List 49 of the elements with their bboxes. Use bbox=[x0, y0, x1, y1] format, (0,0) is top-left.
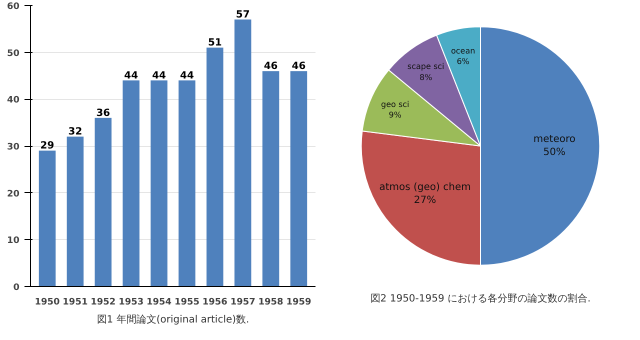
data-label: 44 bbox=[124, 70, 138, 82]
slice-label: atmos (geo) chem bbox=[379, 182, 471, 193]
x-tick-label: 1950 bbox=[34, 298, 60, 308]
x-tick-label: 1953 bbox=[118, 298, 144, 308]
data-label: 51 bbox=[208, 38, 222, 49]
bar bbox=[94, 118, 112, 286]
caption: 図1 年間論文(original article)数. bbox=[96, 314, 250, 326]
bar bbox=[290, 71, 308, 286]
x-tick-label: 1957 bbox=[230, 298, 256, 308]
data-label: 32 bbox=[68, 126, 82, 138]
data-label: 29 bbox=[40, 140, 54, 152]
y-tick-label: 40 bbox=[6, 96, 20, 106]
data-label: 27% bbox=[414, 195, 436, 206]
x-tick-label: 1951 bbox=[62, 298, 88, 308]
data-label: 50% bbox=[543, 147, 566, 158]
y-tick-label: 30 bbox=[6, 142, 20, 152]
caption: 図2 1950-1959 における各分野の論文数の割合. bbox=[370, 292, 591, 304]
data-label: 44 bbox=[152, 70, 166, 82]
slice-label: scape sci bbox=[407, 62, 444, 72]
data-label: 44 bbox=[180, 70, 194, 82]
bar bbox=[66, 136, 84, 286]
y-tick-label: 0 bbox=[13, 283, 20, 293]
x-tick-label: 1954 bbox=[146, 298, 172, 308]
bar bbox=[206, 48, 224, 286]
bar bbox=[234, 20, 252, 286]
y-tick-label: 60 bbox=[6, 2, 20, 12]
bar bbox=[150, 80, 168, 286]
bar bbox=[38, 150, 56, 286]
data-label: 57 bbox=[236, 10, 250, 21]
x-tick-label: 1955 bbox=[174, 298, 200, 308]
y-tick-label: 50 bbox=[6, 48, 20, 59]
slice-label: meteoro bbox=[533, 134, 576, 145]
y-tick-label: 20 bbox=[6, 189, 20, 200]
bar bbox=[262, 71, 280, 286]
x-tick-label: 1958 bbox=[258, 298, 284, 308]
x-tick-label: 1959 bbox=[286, 298, 312, 308]
data-label: 46 bbox=[264, 61, 278, 72]
data-label: 8% bbox=[419, 73, 433, 82]
data-label: 6% bbox=[456, 57, 470, 66]
x-tick-label: 1952 bbox=[90, 298, 116, 308]
slice-label: ocean bbox=[450, 46, 476, 56]
slice-label: geo sci bbox=[381, 100, 410, 109]
bar bbox=[122, 80, 140, 286]
data-label: 36 bbox=[96, 108, 110, 119]
y-tick-label: 10 bbox=[6, 236, 20, 246]
x-tick-label: 1956 bbox=[202, 298, 228, 308]
bar bbox=[178, 80, 196, 286]
data-label: 9% bbox=[388, 110, 402, 120]
data-label: 46 bbox=[292, 61, 306, 72]
